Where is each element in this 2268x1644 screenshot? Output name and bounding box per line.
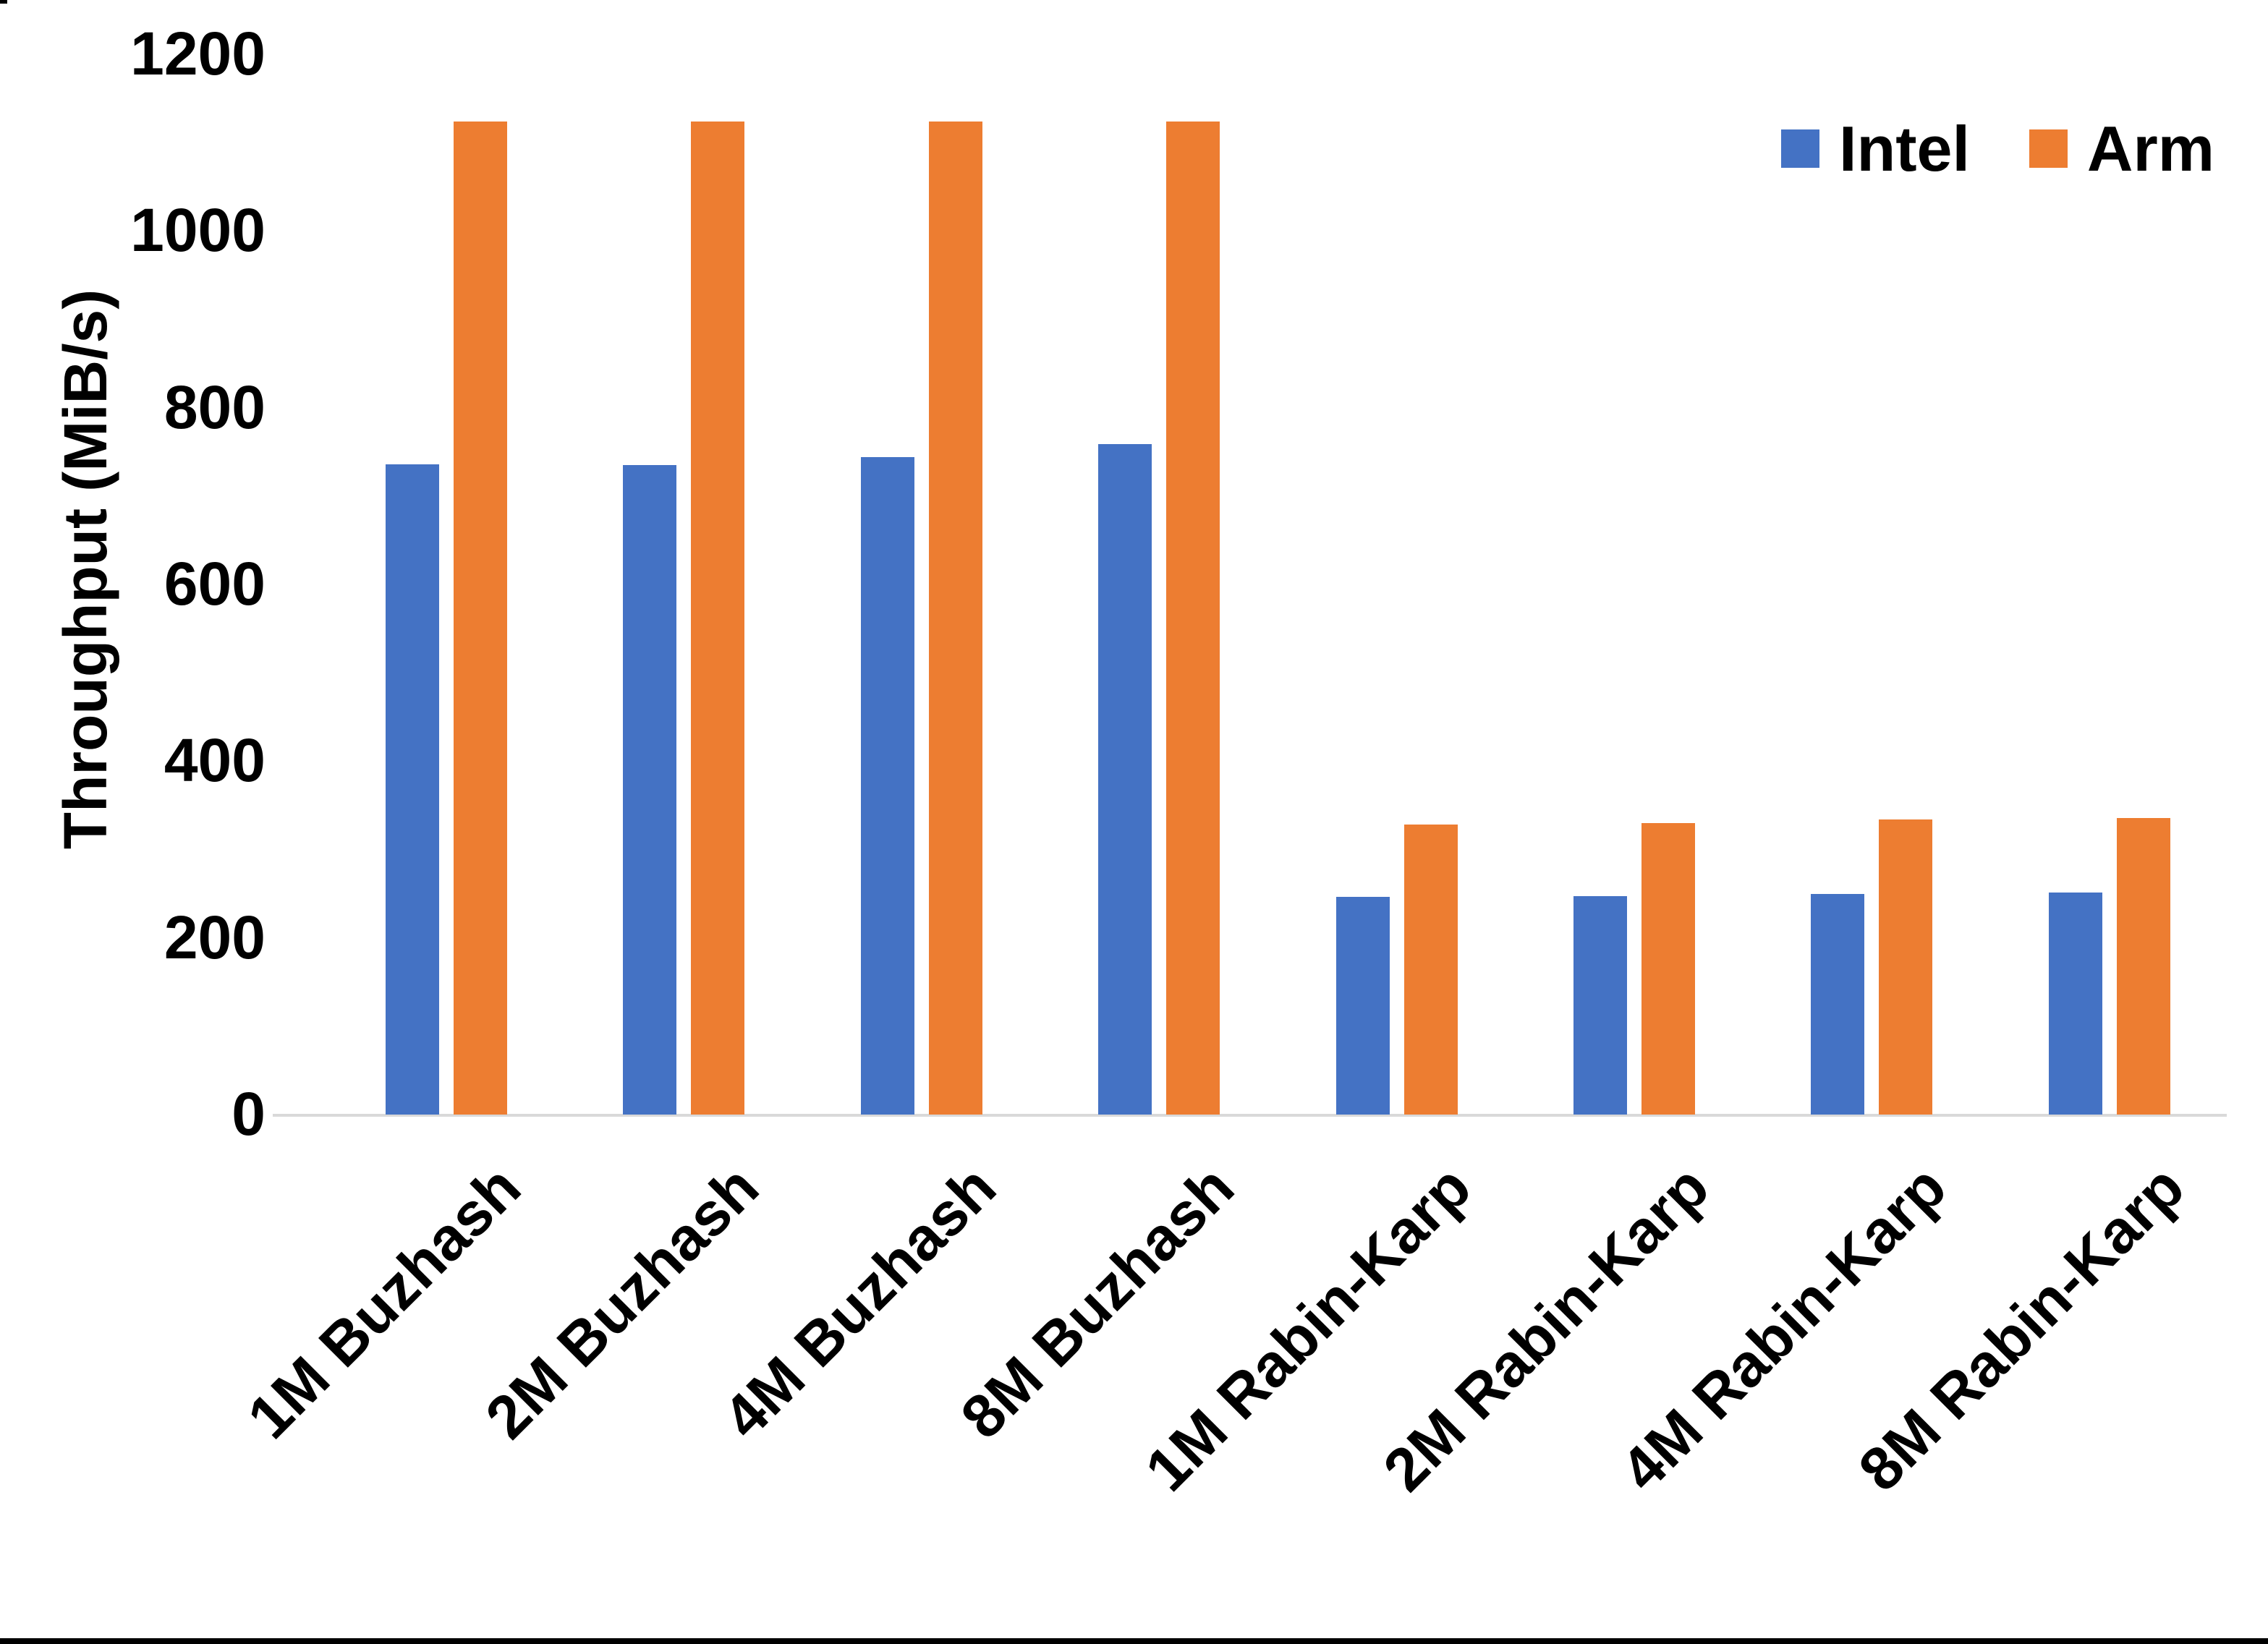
- legend: Intel Arm: [1781, 113, 2214, 184]
- bar-arm-1m-rabin-karp: [1403, 825, 1458, 1115]
- y-tick-label-400: 400: [163, 726, 266, 795]
- bar-arm-4m-rabin-karp: [1879, 819, 1933, 1115]
- y-tick-label-200: 200: [163, 903, 266, 971]
- bar-arm-8m-buzhash: [1166, 121, 1220, 1115]
- y-tick-label-0: 0: [232, 1080, 266, 1148]
- y-tick-label-800: 800: [163, 372, 266, 441]
- bar-arm-2m-buzhash: [691, 121, 745, 1115]
- bar-intel-1m-rabin-karp: [1335, 897, 1390, 1115]
- legend-item-arm: Arm: [2029, 113, 2214, 184]
- bar-intel-8m-buzhash: [1098, 443, 1152, 1115]
- y-tick-label-1000: 1000: [130, 196, 266, 265]
- bar-arm-1m-buzhash: [454, 121, 507, 1115]
- x-axis-line: [273, 1114, 2227, 1117]
- bar-intel-4m-buzhash: [860, 457, 914, 1115]
- intel-series-swatch-icon: [1781, 129, 1819, 168]
- bar-arm-8m-rabin-karp: [2116, 817, 2170, 1115]
- bar-arm-2m-rabin-karp: [1641, 822, 1695, 1115]
- legend-item-intel: Intel: [1781, 113, 1970, 184]
- bar-intel-2m-buzhash: [623, 465, 677, 1115]
- screen-edge-artifact-top-left: [0, 0, 7, 4]
- screen-edge-artifact-bottom: [0, 1638, 2268, 1644]
- legend-label-intel: Intel: [1839, 113, 1970, 184]
- y-axis-title: Throughput (MiB/s): [51, 289, 119, 850]
- bar-intel-4m-rabin-karp: [1811, 893, 1865, 1115]
- bar-intel-1m-buzhash: [386, 464, 439, 1115]
- arm-series-swatch-icon: [2029, 129, 2068, 168]
- bar-intel-8m-rabin-karp: [2048, 893, 2102, 1115]
- legend-label-arm: Arm: [2086, 113, 2214, 184]
- bar-arm-4m-buzhash: [928, 121, 982, 1115]
- y-tick-label-1200: 1200: [130, 20, 266, 88]
- bar-intel-2m-rabin-karp: [1573, 896, 1627, 1115]
- y-tick-label-600: 600: [163, 550, 266, 618]
